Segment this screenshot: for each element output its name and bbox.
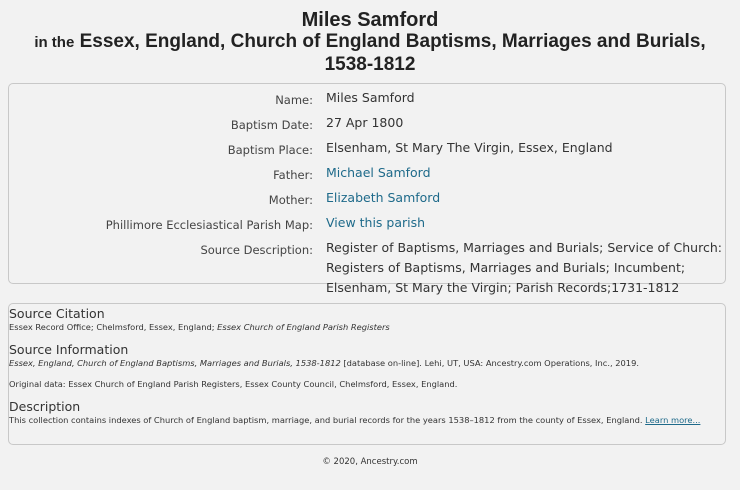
collection-title-line2: 1538-1812: [324, 54, 416, 75]
source-citation-heading: Source Citation: [9, 306, 105, 321]
field-baptism-date: Baptism Date: 27 Apr 1800: [9, 113, 725, 135]
field-parish-map: Phillimore Ecclesiastical Parish Map: Vi…: [9, 213, 725, 235]
field-label: Source Description:: [200, 243, 313, 257]
source-information-heading: Source Information: [9, 342, 129, 357]
footer-copyright: © 2020, Ancestry.com: [322, 457, 418, 467]
source-description-line: Registers of Baptisms, Marriages and Bur…: [326, 260, 686, 275]
field-label: Baptism Place:: [227, 143, 313, 157]
field-label: Name:: [275, 93, 313, 107]
field-label: Mother:: [268, 193, 313, 207]
page-title: Miles Samford: [301, 9, 439, 31]
field-source-description: Source Description: Register of Baptisms…: [9, 238, 725, 298]
field-value: Elsenham, St Mary The Virgin, Essex, Eng…: [326, 140, 613, 155]
field-father: Father: Michael Samford: [9, 163, 725, 185]
field-baptism-place: Baptism Place: Elsenham, St Mary The Vir…: [9, 138, 725, 160]
field-value: Register of Baptisms, Marriages and Buri…: [326, 238, 725, 298]
learn-more-link[interactable]: Learn more...: [645, 415, 701, 425]
collection-title-line1: Essex, England, Church of England Baptis…: [79, 31, 706, 52]
source-description-line: Elsenham, St Mary the Virgin; Parish Rec…: [326, 280, 680, 295]
page-header: Miles Samford in the Essex, England, Chu…: [0, 0, 740, 76]
field-mother: Mother: Elizabeth Samford: [9, 188, 725, 210]
field-label: Baptism Date:: [230, 118, 313, 132]
father-link[interactable]: Michael Samford: [326, 165, 431, 180]
source-information-text: Essex, England, Church of England Baptis…: [9, 358, 639, 368]
field-label: Phillimore Ecclesiastical Parish Map:: [105, 218, 313, 232]
source-description-line: Register of Baptisms, Marriages and Buri…: [326, 240, 722, 255]
field-value: Miles Samford: [326, 90, 415, 105]
in-the-text: in the: [34, 34, 75, 51]
source-citation-text: Essex Record Office; Chelmsford, Essex, …: [9, 322, 390, 332]
description-text: This collection contains indexes of Chur…: [9, 415, 701, 425]
field-label: Father:: [273, 168, 313, 182]
record-panel: Name: Miles Samford Baptism Date: 27 Apr…: [8, 83, 726, 295]
field-name: Name: Miles Samford: [9, 88, 725, 110]
field-value: 27 Apr 1800: [326, 115, 404, 130]
view-parish-link[interactable]: View this parish: [326, 215, 426, 230]
description-heading: Description: [9, 399, 81, 414]
original-data-text: Original data: Essex Church of England P…: [9, 379, 458, 389]
source-panel: Source Citation Essex Record Office; Che…: [8, 303, 726, 445]
collection-title: in the Essex, England, Church of England…: [0, 31, 740, 54]
mother-link[interactable]: Elizabeth Samford: [326, 190, 441, 205]
